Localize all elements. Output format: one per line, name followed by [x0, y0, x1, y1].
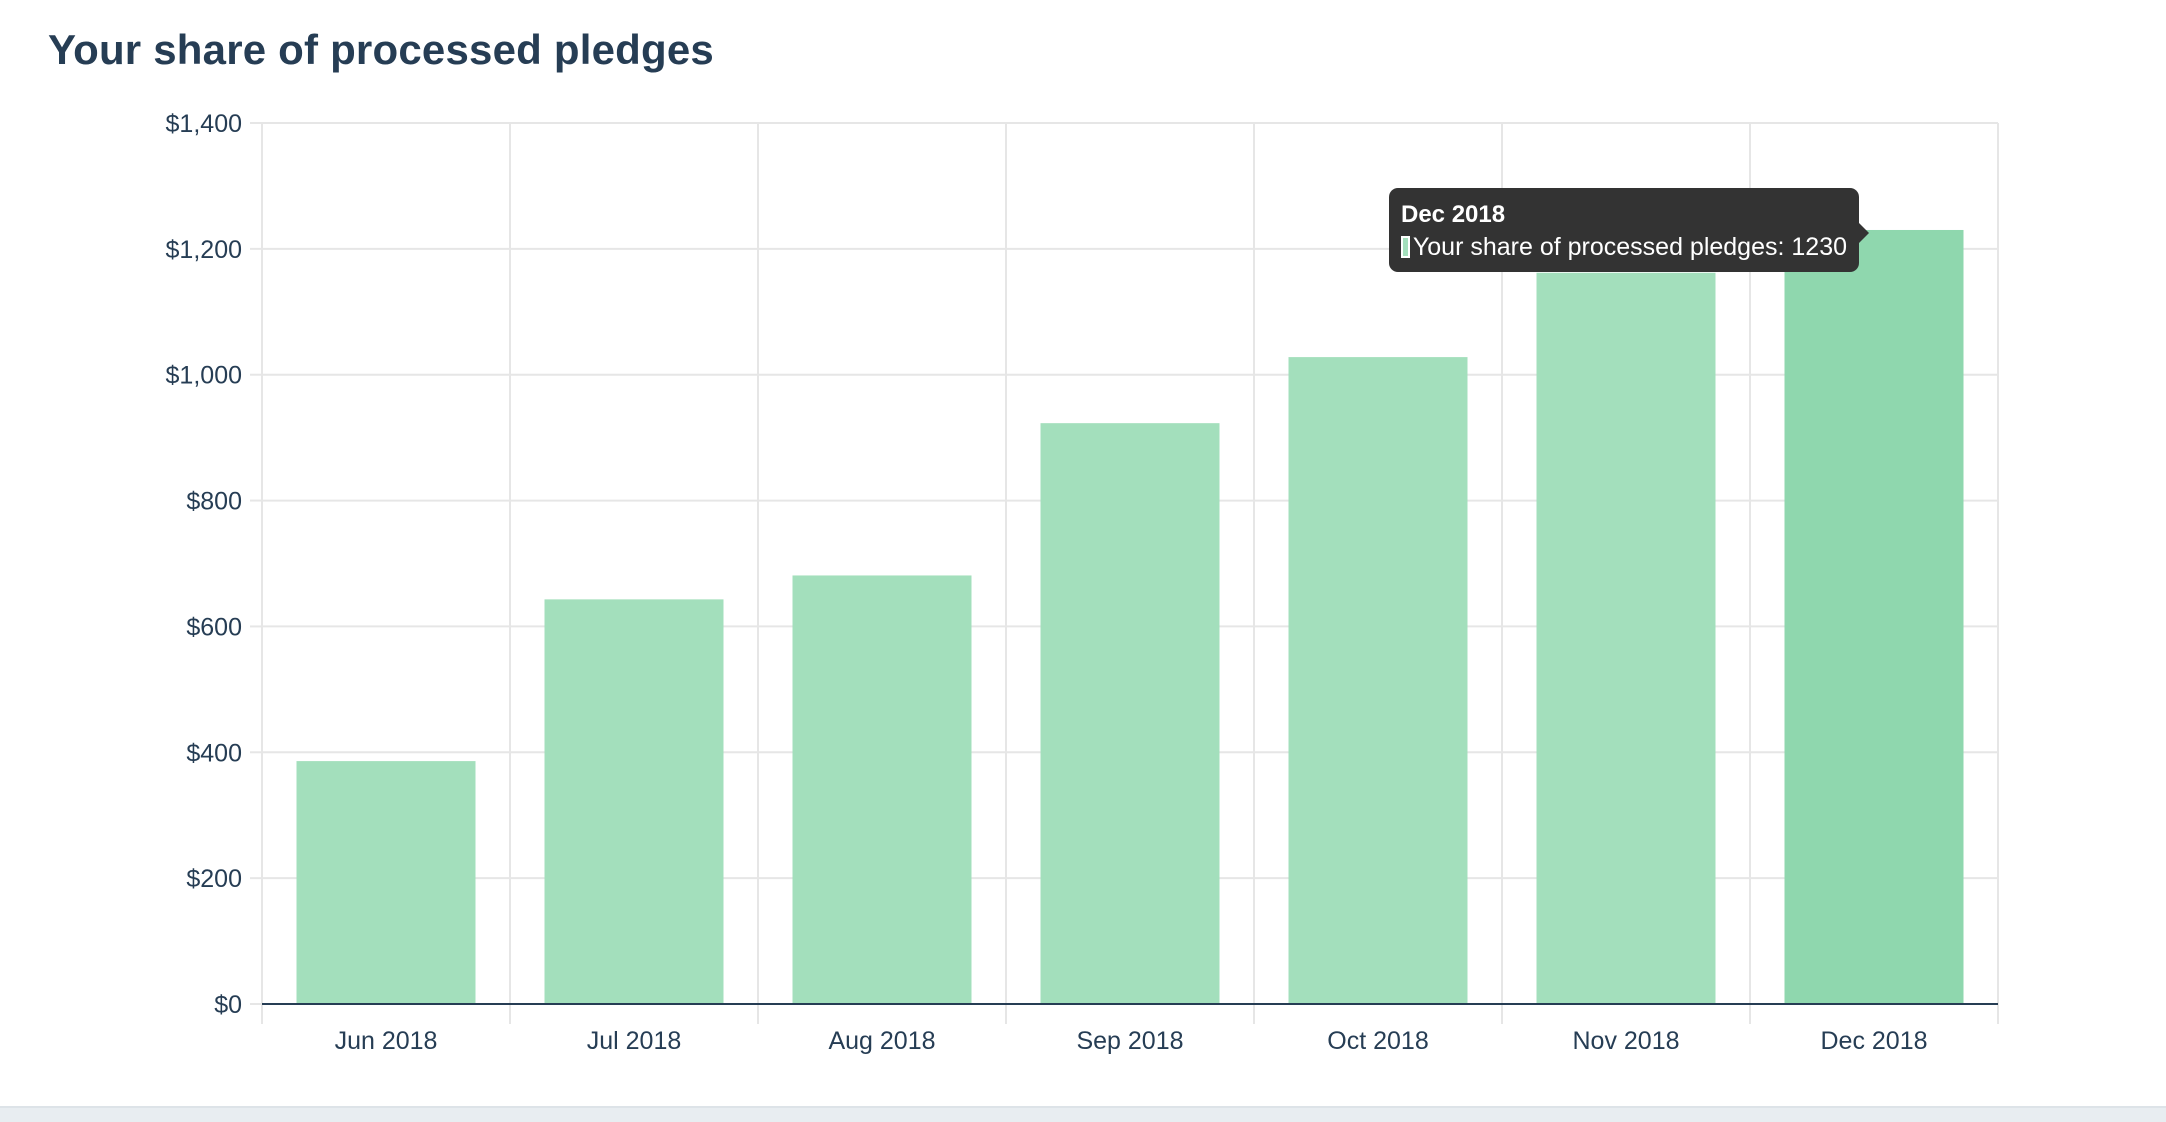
axes	[250, 122, 1998, 1005]
x-tick-label: Nov 2018	[1572, 1027, 1679, 1055]
x-tick-label: Jun 2018	[335, 1027, 438, 1055]
bar-sep-2018[interactable]	[1040, 423, 1220, 1004]
y-tick-label: $1,400	[166, 110, 242, 138]
footer-bar	[0, 1106, 2166, 1122]
tooltip-series-swatch	[1401, 236, 1410, 258]
y-tick-label: $0	[214, 991, 242, 1019]
bars	[296, 229, 1964, 1004]
chart-title: Your share of processed pledges	[48, 26, 714, 73]
bar-oct-2018[interactable]	[1288, 357, 1468, 1004]
bar-dec-2018[interactable]	[1784, 229, 1964, 1004]
x-tick-label: Sep 2018	[1076, 1027, 1183, 1055]
tooltip-label: Your share of processed pledges: 1230	[1412, 233, 1847, 261]
y-tick-label: $1,200	[166, 236, 242, 264]
bar-nov-2018[interactable]	[1536, 272, 1716, 1004]
x-tick-label: Oct 2018	[1327, 1027, 1428, 1055]
y-tick-label: $800	[186, 488, 242, 516]
x-tick-label: Jul 2018	[587, 1027, 682, 1055]
y-tick-label: $600	[186, 613, 242, 641]
tooltip-row: Your share of processed pledges: 1230	[1401, 230, 1847, 264]
y-tick-label: $1,000	[166, 362, 242, 390]
bar-aug-2018[interactable]	[792, 575, 972, 1004]
bar-jul-2018[interactable]	[544, 599, 724, 1004]
x-tick-label: Aug 2018	[828, 1027, 935, 1055]
tooltip-title: Dec 2018	[1401, 201, 1506, 228]
x-tick-label: Dec 2018	[1820, 1027, 1927, 1055]
bar-jun-2018[interactable]	[296, 761, 476, 1004]
tick-labels: $0 $200 $400 $600 $800 $1,000 $1,200 $1,400 Jun …	[166, 110, 1928, 1055]
chart-tooltip: Dec 2018 Your share of processed pledges…	[1389, 188, 1869, 272]
y-tick-label: $400	[186, 739, 242, 767]
y-tick-label: $200	[186, 865, 242, 893]
